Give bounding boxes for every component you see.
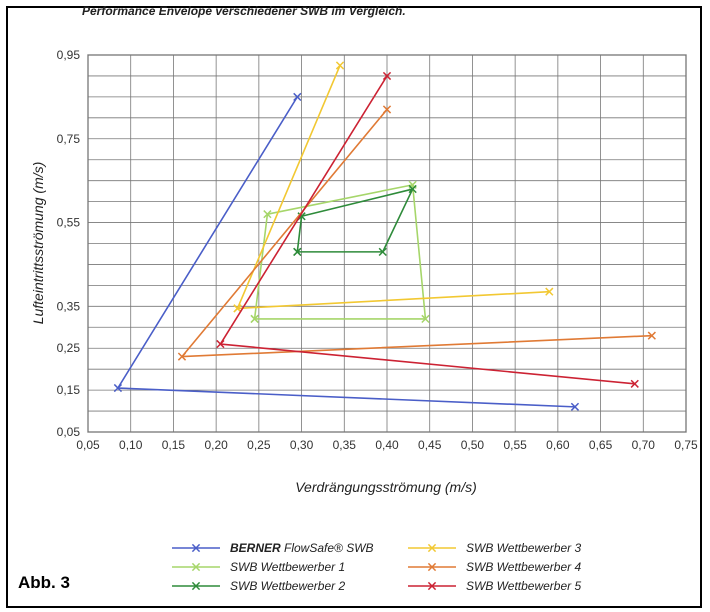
- marker-stroke: [293, 92, 302, 102]
- marker-stroke: [427, 543, 437, 553]
- chart-frame: [6, 6, 702, 608]
- x-axis-title: Verdrängungsströmung (m/s): [295, 479, 477, 495]
- marker-stroke: [378, 247, 387, 257]
- legend-label: SWB Wettbewerber 5: [466, 579, 581, 593]
- data-point-marker: [570, 402, 580, 411]
- y-tick-label: 0,75: [57, 132, 81, 146]
- x-tick-label: 0,75: [674, 438, 698, 452]
- marker-stroke: [191, 543, 201, 553]
- data-point-marker: [191, 581, 201, 591]
- legend-label: BERNER FlowSafe® SWB: [230, 541, 374, 555]
- data-point-marker: [263, 210, 272, 219]
- marker-stroke: [382, 105, 392, 114]
- data-point-marker: [382, 105, 392, 114]
- legend-series-name: SWB Wettbewerber 2: [230, 579, 345, 593]
- marker-stroke: [191, 562, 201, 572]
- data-point-marker: [545, 287, 554, 296]
- legend-label: SWB Wettbewerber 1: [230, 560, 345, 574]
- legend-label: SWB Wettbewerber 3: [466, 541, 581, 555]
- y-tick-label: 0,35: [57, 299, 81, 313]
- x-tick-label: 0,45: [418, 438, 442, 452]
- y-tick-label: 0,15: [57, 383, 81, 397]
- chart-title: Performance Envelope verschiedener SWB i…: [82, 4, 406, 18]
- data-point-marker: [408, 184, 417, 194]
- x-tick-label: 0,70: [632, 438, 656, 452]
- marker-stroke: [630, 379, 639, 388]
- data-point-marker: [427, 581, 437, 591]
- x-tick-label: 0,20: [204, 438, 228, 452]
- y-tick-label: 0,05: [57, 425, 81, 439]
- x-tick-label: 0,25: [247, 438, 271, 452]
- marker-stroke: [545, 287, 554, 296]
- x-tick-label: 0,10: [119, 438, 143, 452]
- marker-stroke: [216, 339, 225, 349]
- x-tick-label: 0,40: [375, 438, 399, 452]
- marker-stroke: [113, 383, 123, 393]
- legend-label: SWB Wettbewerber 2: [230, 579, 345, 593]
- data-point-marker: [177, 352, 187, 361]
- data-point-marker: [293, 247, 302, 257]
- marker-stroke: [382, 71, 392, 81]
- marker-stroke: [335, 61, 345, 70]
- data-point-marker: [191, 562, 201, 572]
- y-tick-label: 0,25: [57, 341, 81, 355]
- marker-stroke: [177, 352, 187, 361]
- legend-series-name: SWB Wettbewerber 5: [466, 579, 581, 593]
- figure-caption: Abb. 3: [18, 573, 70, 592]
- data-point-marker: [382, 71, 392, 81]
- y-axis-title: Lufteintrittsströmung (m/s): [30, 162, 46, 325]
- data-point-marker: [250, 314, 259, 324]
- legend-brand: BERNER: [230, 541, 284, 555]
- y-tick-label: 0,95: [57, 48, 81, 62]
- marker-stroke: [293, 247, 302, 257]
- x-tick-label: 0,55: [503, 438, 527, 452]
- data-point-marker: [233, 304, 242, 313]
- series-line-4: [236, 64, 550, 310]
- y-tick-label: 0,55: [57, 216, 81, 230]
- x-tick-label: 0,60: [546, 438, 570, 452]
- x-tick-label: 0,35: [333, 438, 357, 452]
- marker-stroke: [427, 562, 437, 572]
- marker-stroke: [233, 304, 242, 313]
- legend-series-name: SWB Wettbewerber 1: [230, 560, 345, 574]
- legend-series-name: FlowSafe® SWB: [284, 541, 374, 555]
- data-point-marker: [191, 543, 201, 553]
- data-point-marker: [113, 383, 123, 393]
- marker-stroke: [250, 314, 259, 324]
- marker-stroke: [427, 581, 437, 591]
- marker-stroke: [191, 581, 201, 591]
- data-point-marker: [293, 92, 302, 102]
- marker-stroke: [263, 210, 272, 219]
- marker-stroke: [570, 402, 580, 411]
- x-tick-label: 0,15: [162, 438, 186, 452]
- series-line-3: [296, 188, 414, 253]
- data-point-marker: [427, 562, 437, 572]
- legend-label: SWB Wettbewerber 4: [466, 560, 581, 574]
- data-point-marker: [630, 379, 639, 388]
- data-point-marker: [421, 314, 430, 324]
- data-point-marker: [647, 331, 656, 340]
- x-tick-label: 0,05: [76, 438, 100, 452]
- x-tick-label: 0,50: [461, 438, 485, 452]
- x-tick-label: 0,65: [589, 438, 613, 452]
- data-point-marker: [427, 543, 437, 553]
- marker-stroke: [647, 331, 656, 340]
- data-point-marker: [335, 61, 345, 70]
- data-point-marker: [216, 339, 225, 349]
- marker-stroke: [408, 184, 417, 194]
- marker-stroke: [421, 314, 430, 324]
- x-tick-label: 0,30: [290, 438, 314, 452]
- data-point-marker: [378, 247, 387, 257]
- legend-series-name: SWB Wettbewerber 3: [466, 541, 581, 555]
- legend-series-name: SWB Wettbewerber 4: [466, 560, 581, 574]
